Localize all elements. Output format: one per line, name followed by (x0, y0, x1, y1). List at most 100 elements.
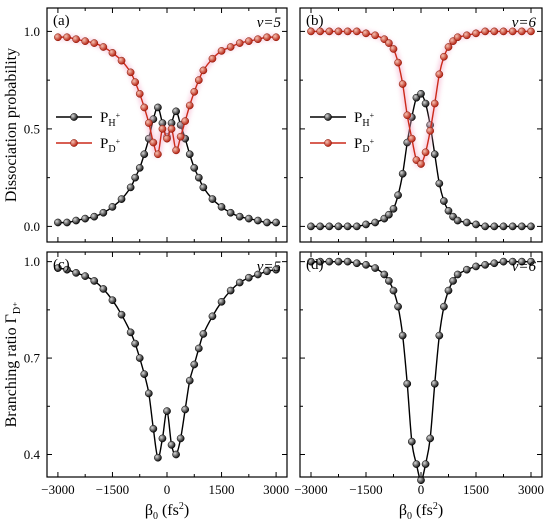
data-point-1-19 (430, 99, 439, 108)
data-point-0-31 (517, 222, 526, 231)
data-point-1-11 (140, 103, 149, 112)
data-point-0-17 (421, 99, 430, 108)
panel-d: −3000 −1500 0 1500 3000 (d) v=6 β0 (fs2) (294, 251, 544, 522)
data-point-1-4 (90, 39, 99, 47)
data-point-1-17 (421, 148, 430, 157)
data-point-1-10 (135, 89, 144, 98)
panel-c: −3000 −1500 0 1500 3000 0.4 0.7 1.0 (c) v=5 Branch… (3, 251, 289, 522)
data-point-1-3 (334, 27, 343, 36)
data-point-0-32 (527, 257, 535, 266)
vibrational-level-label: v=5 (257, 15, 282, 31)
data-point-0-6 (108, 296, 117, 305)
data-point-1-9 (385, 39, 393, 47)
data-point-0-7 (371, 264, 380, 272)
data-point-1-16 (163, 134, 171, 143)
data-point-0-3 (81, 272, 90, 280)
data-point-0-19 (430, 379, 439, 388)
data-point-0-30 (254, 216, 262, 225)
data-point-1-13 (403, 111, 412, 120)
data-point-1-2 (325, 27, 334, 36)
vibrational-level-label: v=5 (257, 259, 282, 275)
data-point-1-22 (444, 43, 453, 51)
data-point-1-7 (371, 31, 380, 40)
data-point-0-8 (126, 183, 135, 192)
data-point-1-6 (362, 29, 370, 38)
data-point-1-1 (63, 33, 71, 42)
data-point-0-28 (235, 278, 244, 287)
legend-marker-d (70, 139, 78, 147)
data-point-1-18 (426, 127, 435, 135)
data-point-0-12 (144, 389, 153, 398)
data-point-1-0 (54, 33, 62, 42)
data-point-1-30 (254, 35, 262, 44)
data-point-1-20 (181, 117, 190, 125)
data-point-0-23 (194, 173, 203, 182)
data-point-0-26 (217, 203, 226, 211)
y-tick-label: 1.0 (24, 24, 40, 39)
data-point-0-23 (449, 277, 457, 285)
data-point-0-20 (435, 179, 444, 188)
data-point-0-3 (334, 222, 343, 231)
x-tick-label: 1500 (463, 482, 489, 497)
data-point-0-2 (72, 216, 80, 225)
legend-label-h: PH+ (354, 110, 375, 129)
y-tick-label: 0.4 (24, 447, 41, 462)
data-point-1-6 (108, 49, 117, 57)
panel-label: (a) (53, 13, 70, 29)
data-point-0-14 (407, 437, 416, 446)
data-point-0-5 (99, 285, 108, 293)
data-point-0-25 (462, 265, 471, 274)
data-point-0-22 (190, 360, 199, 369)
data-point-0-31 (517, 257, 526, 266)
data-point-0-1 (316, 222, 325, 231)
data-point-0-18 (426, 434, 435, 443)
data-point-0-25 (208, 195, 217, 203)
data-point-0-9 (385, 210, 393, 219)
data-point-1-0 (307, 27, 315, 36)
data-point-0-19 (430, 150, 439, 159)
data-point-0-21 (185, 376, 194, 385)
data-point-0-14 (154, 453, 162, 462)
y-tick-label: 0.0 (24, 219, 40, 234)
data-point-0-30 (508, 222, 517, 231)
data-point-1-14 (407, 134, 416, 143)
data-point-0-29 (244, 214, 253, 223)
x-tick-label: 3000 (263, 482, 289, 497)
data-point-0-24 (453, 270, 462, 279)
data-point-0-8 (380, 270, 389, 279)
data-point-0-17 (167, 441, 176, 449)
data-point-0-4 (90, 212, 99, 221)
data-point-0-10 (389, 205, 398, 213)
data-point-0-9 (385, 277, 393, 285)
legend-marker-d (324, 139, 332, 147)
data-point-0-29 (499, 222, 508, 231)
data-point-1-5 (352, 27, 361, 36)
data-point-1-18 (172, 146, 180, 155)
data-point-0-29 (499, 257, 508, 266)
series-line-0 (311, 260, 531, 481)
data-point-1-5 (99, 43, 108, 51)
data-point-1-14 (154, 150, 162, 159)
plot-frame (299, 251, 543, 478)
y-axis-label: Dissociation probability (3, 48, 20, 202)
data-point-0-17 (421, 460, 430, 468)
data-point-0-2 (325, 257, 334, 266)
data-point-1-28 (490, 27, 499, 36)
data-point-0-1 (63, 265, 71, 274)
data-point-0-28 (490, 259, 499, 268)
panel-label: (d) (306, 257, 324, 273)
data-point-1-26 (472, 29, 480, 38)
data-point-1-8 (126, 68, 135, 77)
data-point-0-1 (316, 257, 325, 266)
data-point-0-0 (307, 222, 315, 231)
data-point-0-21 (185, 150, 194, 159)
data-point-0-31 (263, 218, 271, 227)
data-point-1-30 (508, 27, 517, 36)
data-point-0-24 (453, 216, 462, 225)
x-tick-label: −1500 (96, 482, 129, 497)
legend-label-h: PH+ (100, 110, 121, 129)
x-tick-label: −1500 (349, 482, 382, 497)
data-point-1-21 (440, 52, 448, 61)
data-point-0-13 (149, 424, 158, 433)
